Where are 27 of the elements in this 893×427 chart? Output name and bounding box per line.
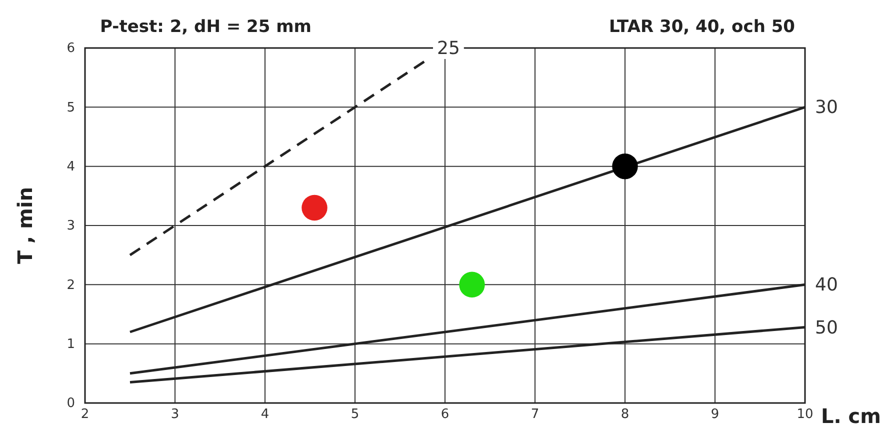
x-tick-label: 9	[710, 407, 720, 422]
y-axis-title: T , min	[13, 186, 37, 264]
x-tick-label: 4	[260, 407, 270, 422]
x-axis-title: L. cm	[821, 404, 881, 427]
x-tick-label: 6	[440, 407, 450, 422]
y-tick-label: 1	[66, 336, 75, 352]
x-tick-label: 5	[350, 407, 360, 422]
y-tick-label: 5	[66, 100, 75, 116]
chart-subtitle: LTAR 30, 40, och 50	[609, 17, 796, 37]
series-label: 40	[815, 274, 838, 296]
point	[459, 272, 485, 298]
x-tick-label: 8	[620, 407, 630, 422]
x-tick-label: 10	[796, 407, 814, 422]
series-label: 25	[437, 38, 460, 59]
y-tick-label: 0	[66, 396, 75, 412]
x-tick-label: 2	[80, 407, 90, 422]
y-tick-label: 6	[66, 41, 75, 56]
y-tick-label: 3	[66, 218, 75, 234]
chart-title: P-test: 2, dH = 25 mm	[100, 17, 312, 37]
y-tick-label: 4	[66, 159, 75, 174]
series-label: 50	[815, 317, 838, 338]
point	[612, 153, 638, 180]
x-tick-label: 3	[170, 407, 180, 422]
x-tick-label: 7	[530, 407, 540, 422]
point	[302, 194, 328, 221]
y-tick-label: 2	[66, 278, 75, 293]
series-label: 30	[815, 97, 838, 118]
